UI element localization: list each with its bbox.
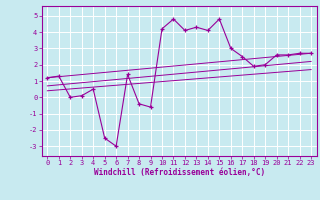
X-axis label: Windchill (Refroidissement éolien,°C): Windchill (Refroidissement éolien,°C): [94, 168, 265, 177]
